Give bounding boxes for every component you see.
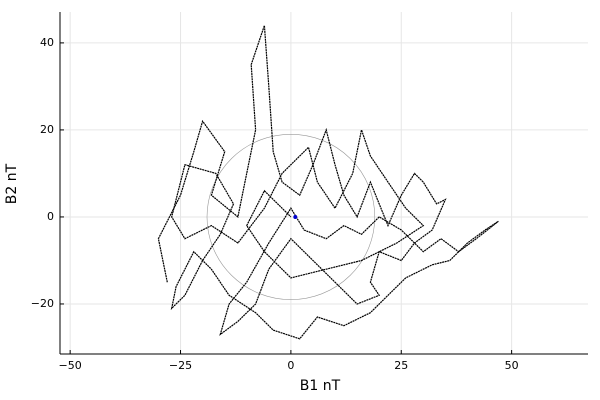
y-tick-label: 20 [40, 123, 54, 136]
x-axis-label: B1 nT [300, 378, 341, 394]
reference-circle [206, 133, 376, 300]
x-tick-label: −25 [169, 359, 192, 372]
origin-marker [293, 214, 298, 219]
trajectory [157, 25, 499, 340]
y-tick-label: 0 [47, 210, 54, 223]
x-tick-label: 25 [394, 359, 408, 372]
y-tick-label: 40 [40, 36, 54, 49]
x-tick-label: 50 [505, 359, 519, 372]
y-tick-label: −20 [31, 297, 54, 310]
y-axis-label: B2 nT [4, 163, 20, 204]
x-tick-label: −50 [59, 359, 82, 372]
x-tick-label: 0 [287, 359, 294, 372]
